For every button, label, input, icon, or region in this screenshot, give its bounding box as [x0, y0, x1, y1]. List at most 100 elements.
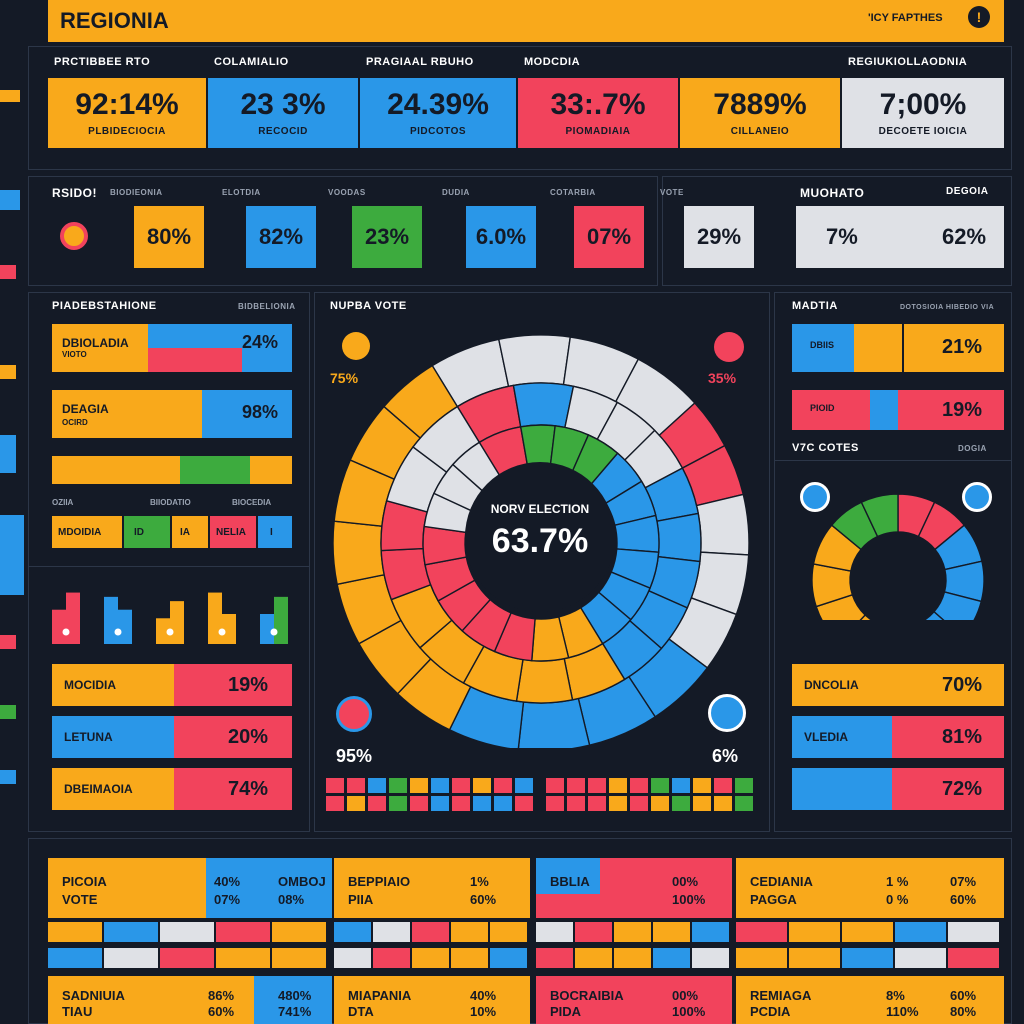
- bottom-strip-cell: [536, 922, 573, 942]
- mini-item-value: 80%: [146, 224, 192, 249]
- bottom-strip-cell: [614, 948, 651, 968]
- bottom-strip-cell: [490, 948, 527, 968]
- header-right-label: 'ICY FAPTHES: [868, 12, 943, 24]
- center-br-icon: [708, 694, 746, 732]
- info-icon[interactable]: !: [968, 6, 990, 28]
- bottom-strip-cell: [272, 948, 326, 968]
- mini-item-value: 23%: [364, 224, 410, 249]
- mini-item-value: 6.0%: [475, 224, 527, 249]
- left-bottom-bar: DBEIMAOIA 74%: [52, 768, 292, 810]
- right-panel-title: MADTIA: [792, 300, 838, 312]
- mini-item-value: 29%: [696, 224, 742, 249]
- right-bar-1: DBIIS 21%: [792, 324, 1004, 372]
- bottom-footer-v4: 80%: [950, 1004, 977, 1019]
- mini-col-bar: [52, 609, 66, 644]
- stat-card-value: 33:.7%: [550, 88, 646, 121]
- mini-right-header: MUOHATO: [800, 186, 865, 200]
- bottom-footer-v1: 00%: [672, 988, 699, 1003]
- center-grid-left: [326, 778, 536, 814]
- mini-item-value: 07%: [586, 224, 632, 249]
- bottom-card-row2: VOTE: [62, 892, 98, 907]
- right-bar-2: PIOID 19%: [792, 390, 1004, 430]
- mini-item: 23%: [344, 206, 422, 268]
- grid-cell: [546, 778, 564, 793]
- bottom-strip-cell: [948, 922, 999, 942]
- donut-mask: [804, 620, 992, 650]
- stat-card-value: 23 3%: [240, 88, 326, 121]
- stat-card-value: 92:14%: [75, 88, 179, 121]
- mini-col-bar: [274, 596, 288, 644]
- bottom-card-v1: 1%: [470, 874, 489, 889]
- bottom-strip-cell: [104, 922, 158, 942]
- left-bar-1-value: 24%: [242, 332, 279, 352]
- grid-cell: [651, 778, 669, 793]
- center-panel: [314, 292, 770, 832]
- grid-cell: [693, 778, 711, 793]
- donut-left-icon: [800, 482, 830, 512]
- left-bar-1-sub: VIOTO: [62, 350, 87, 359]
- mini-row-right-panel: [662, 176, 1012, 286]
- bottom-strip-cell: [216, 922, 270, 942]
- bottom-strip-cell: [653, 948, 690, 968]
- pie-icon: [60, 222, 88, 250]
- bottom-footer-label: REMIAGA: [750, 988, 812, 1003]
- bottom-card: CEDIANIA PAGGA 1 % 0 % 07% 60%: [736, 858, 1004, 918]
- left-bottom-bar-value: 19%: [228, 674, 269, 696]
- mini-item: 29%: [676, 206, 754, 268]
- bottom-card: PICOIA VOTE 40% 07% OMBOJ 08%: [48, 858, 332, 918]
- bottom-strip-cell: [692, 922, 729, 942]
- center-left-icon: [342, 332, 370, 360]
- grid-cell: [452, 778, 470, 793]
- mini-col-bar: [260, 614, 274, 644]
- mini-item: 6.0%: [458, 206, 536, 268]
- right-donut-title: V7C COTES: [792, 442, 859, 454]
- mini-item: 80%: [126, 206, 204, 268]
- grid-cell: [735, 778, 753, 793]
- bottom-strip-cell: [373, 948, 410, 968]
- center-panel-title: NUPBA VOTE: [330, 300, 407, 312]
- header-title: REGIONIA: [60, 8, 169, 33]
- bottom-footer-card: SADNIUIA TIAU 86% 60% 480% 741%: [48, 976, 332, 1024]
- bottom-footer-label: MIAPANIA: [348, 988, 412, 1003]
- mini-row-left-label: RSIDO!: [52, 186, 97, 200]
- left-bottom-bar-label: LETUNA: [64, 730, 113, 744]
- right-bottom-bar: DNCOLIA 70%: [792, 664, 1004, 706]
- stat-card: 23 3% RECOCID: [208, 78, 358, 148]
- left-legend-label-3: BIOCEDIA: [232, 498, 272, 507]
- grid-cell: [672, 796, 690, 811]
- sunburst-segment: [515, 657, 574, 704]
- grid-cell: [609, 796, 627, 811]
- bottom-card: BEPPIAIO PIIA 1% 60%: [334, 858, 530, 918]
- grid-cell: [567, 796, 585, 811]
- bottom-card-v2: 0 %: [886, 892, 909, 907]
- bottom-strip-cell: [575, 948, 612, 968]
- stat-card-sub: PLBIDECIOCIA: [88, 126, 166, 137]
- grid-cell: [431, 778, 449, 793]
- center-left-pct: 75%: [330, 370, 359, 386]
- bottom-footer-sub: TIAU: [62, 1004, 93, 1019]
- bottom-footer-sub: PCDIA: [750, 1004, 791, 1019]
- left-bar-2-label: DEAGIA: [62, 402, 109, 416]
- mini-right-box: 7% 62%: [796, 206, 1004, 268]
- bottom-strip-cell: [789, 922, 840, 942]
- left-bottom-bar-label: DBEIMAOIA: [64, 782, 133, 796]
- bottom-footer-card: BOCRAIBIA PIDA 00% 100%: [536, 976, 732, 1024]
- bottom-card-row2: PAGGA: [750, 892, 797, 907]
- sunburst-center: [465, 462, 615, 612]
- mini-right-header2: DEGOIA: [946, 186, 989, 197]
- bottom-strip-cell: [272, 922, 326, 942]
- grid-cell: [515, 796, 533, 811]
- mini-column-chart: [52, 592, 288, 644]
- left-bottom-bar-value: 20%: [228, 726, 269, 748]
- bottom-strip-cell: [48, 948, 102, 968]
- bottom-footer-label: SADNIUIA: [62, 988, 125, 1003]
- grid-cell: [714, 778, 732, 793]
- bottom-card-v4: 60%: [950, 892, 977, 907]
- left-legend-cell-4: NELIA: [216, 527, 246, 538]
- center-bl-pct: 95%: [336, 746, 373, 766]
- donut-chart: [804, 493, 992, 650]
- sunburst-chart: [332, 334, 750, 748]
- mini-col-bar: [156, 618, 170, 644]
- left-legend-cell-3: IA: [180, 527, 190, 538]
- grid-cell: [651, 796, 669, 811]
